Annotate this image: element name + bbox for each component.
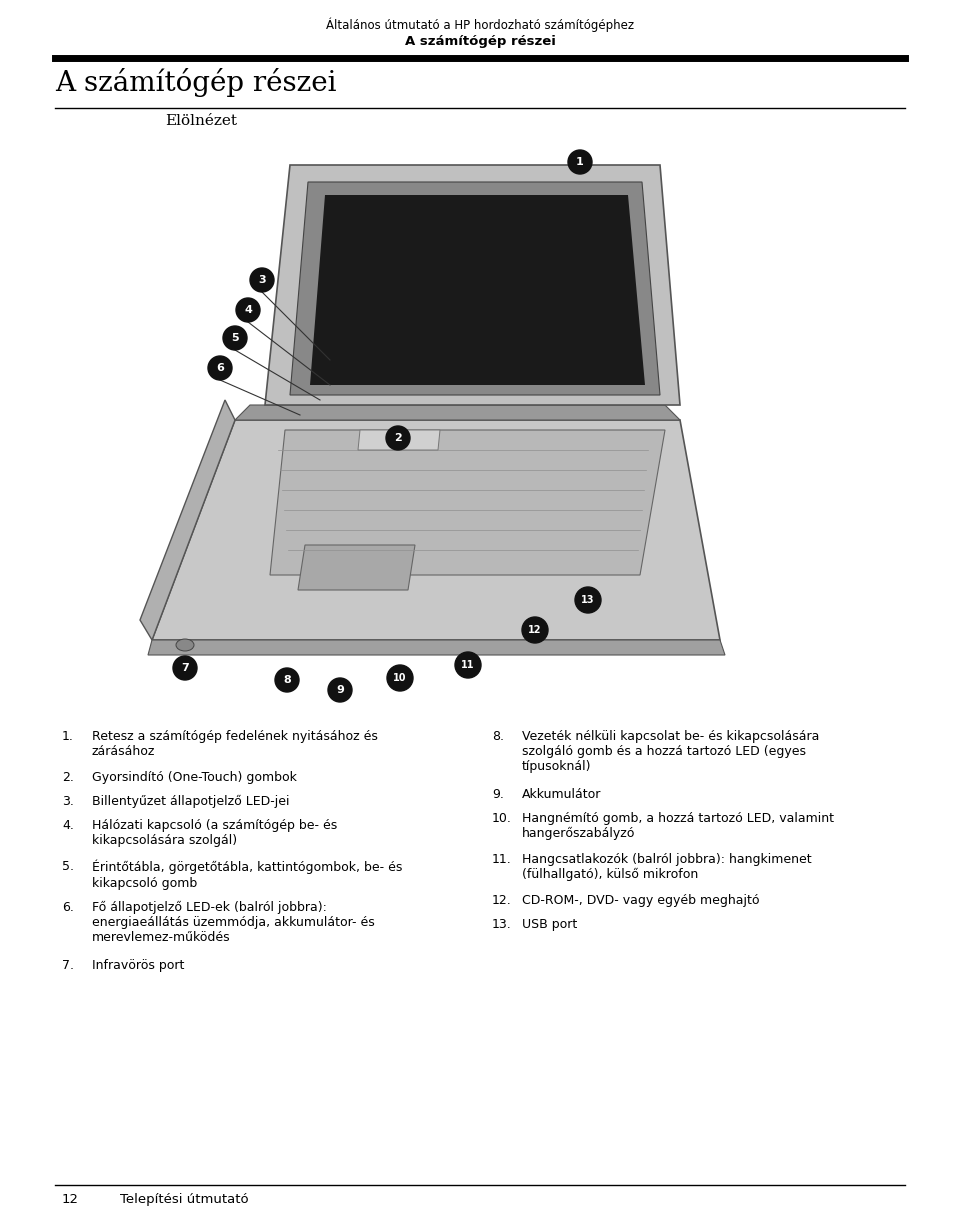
Text: Telepítési útmutató: Telepítési útmutató xyxy=(120,1193,249,1205)
Text: 1.: 1. xyxy=(62,730,74,744)
Polygon shape xyxy=(235,405,680,420)
Text: 10: 10 xyxy=(394,673,407,684)
Circle shape xyxy=(455,652,481,677)
Text: 1: 1 xyxy=(576,157,584,167)
Polygon shape xyxy=(310,195,645,385)
Circle shape xyxy=(236,298,260,322)
Text: Retesz a számítógép fedelének nyitásához és
zárásához: Retesz a számítógép fedelének nyitásához… xyxy=(92,730,378,758)
Text: CD-ROM-, DVD- vagy egyéb meghajtó: CD-ROM-, DVD- vagy egyéb meghajtó xyxy=(522,894,759,906)
Text: 11: 11 xyxy=(461,660,475,670)
Text: 13: 13 xyxy=(581,595,595,605)
Text: Elölnézet: Elölnézet xyxy=(165,114,237,127)
Text: 7: 7 xyxy=(181,663,189,673)
Polygon shape xyxy=(148,639,725,655)
Text: 8.: 8. xyxy=(492,730,504,744)
Text: 13.: 13. xyxy=(492,918,512,931)
Text: Hálózati kapcsoló (a számítógép be- és
kikapcsolására szolgál): Hálózati kapcsoló (a számítógép be- és k… xyxy=(92,820,337,846)
Text: Hangnémító gomb, a hozzá tartozó LED, valamint
hangerőszabályzó: Hangnémító gomb, a hozzá tartozó LED, va… xyxy=(522,812,834,840)
Circle shape xyxy=(173,657,197,680)
Circle shape xyxy=(522,617,548,643)
Circle shape xyxy=(275,668,299,692)
Circle shape xyxy=(328,677,352,702)
Polygon shape xyxy=(358,430,440,450)
Polygon shape xyxy=(140,401,235,639)
Ellipse shape xyxy=(176,639,194,650)
Text: Akkumulátor: Akkumulátor xyxy=(522,788,601,801)
Text: Fő állapotjelző LED-ek (balról jobbra):
energiaeállátás üzemmódja, akkumulátor- : Fő állapotjelző LED-ek (balról jobbra): … xyxy=(92,902,374,944)
Text: 3: 3 xyxy=(258,274,266,285)
Text: 6: 6 xyxy=(216,363,224,372)
Text: 4.: 4. xyxy=(62,820,74,832)
Text: Billentyűzet állapotjelző LED-jei: Billentyűzet állapotjelző LED-jei xyxy=(92,795,290,808)
Text: 9: 9 xyxy=(336,685,344,695)
Circle shape xyxy=(568,149,592,174)
Text: 7.: 7. xyxy=(62,959,74,971)
Text: A számítógép részei: A számítógép részei xyxy=(55,69,337,97)
Text: 10.: 10. xyxy=(492,812,512,824)
Text: Hangcsatlakozók (balról jobbra): hangkimenet
(fülhallgató), külső mikrofon: Hangcsatlakozók (balról jobbra): hangkim… xyxy=(522,853,811,881)
Polygon shape xyxy=(270,430,665,575)
Text: 2.: 2. xyxy=(62,771,74,784)
Polygon shape xyxy=(298,545,415,590)
Text: 12.: 12. xyxy=(492,894,512,906)
Text: 5.: 5. xyxy=(62,860,74,873)
Text: 2: 2 xyxy=(395,432,402,443)
Text: Infravörös port: Infravörös port xyxy=(92,959,184,971)
Text: Érintőtábla, görgetőtábla, kattintógombok, be- és
kikapcsoló gomb: Érintőtábla, görgetőtábla, kattintógombo… xyxy=(92,860,402,889)
Text: 12: 12 xyxy=(62,1193,79,1205)
Polygon shape xyxy=(290,183,660,394)
Text: 6.: 6. xyxy=(62,902,74,914)
Text: 11.: 11. xyxy=(492,853,512,866)
Text: Általános útmutató a HP hordozható számítógéphez: Általános útmutató a HP hordozható számí… xyxy=(326,18,634,33)
Text: A számítógép részei: A számítógép részei xyxy=(404,36,556,48)
Circle shape xyxy=(208,356,232,380)
Text: 12: 12 xyxy=(528,625,541,635)
Polygon shape xyxy=(152,420,720,639)
Text: 9.: 9. xyxy=(492,788,504,801)
Circle shape xyxy=(575,587,601,612)
Text: 3.: 3. xyxy=(62,795,74,808)
Circle shape xyxy=(387,665,413,691)
Text: 4: 4 xyxy=(244,305,252,315)
Circle shape xyxy=(386,426,410,450)
Text: USB port: USB port xyxy=(522,918,577,931)
Text: 8: 8 xyxy=(283,675,291,685)
Polygon shape xyxy=(265,165,680,405)
Text: Gyorsindító (One-Touch) gombok: Gyorsindító (One-Touch) gombok xyxy=(92,771,297,784)
Circle shape xyxy=(223,326,247,350)
Text: 5: 5 xyxy=(231,333,239,343)
Circle shape xyxy=(250,268,274,292)
Text: Vezeték nélküli kapcsolat be- és kikapcsolására
szolgáló gomb és a hozzá tartozó: Vezeték nélküli kapcsolat be- és kikapcs… xyxy=(522,730,820,773)
